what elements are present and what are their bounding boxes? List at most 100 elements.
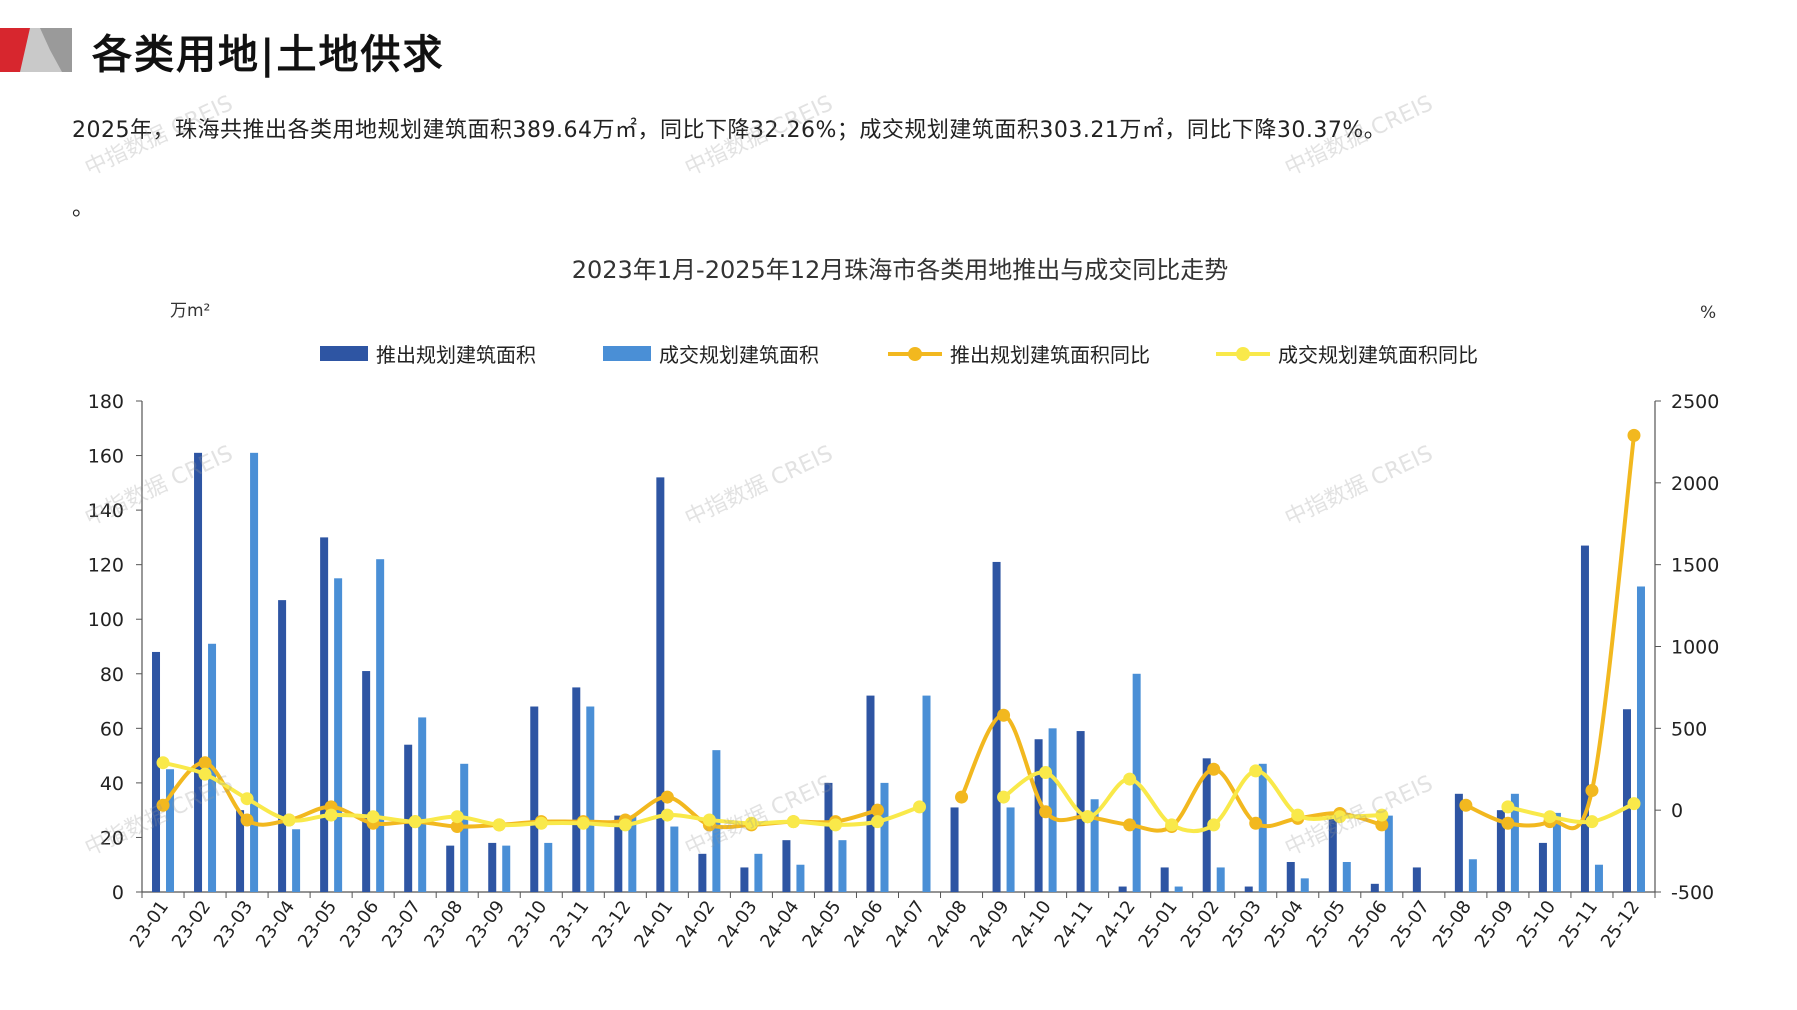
bar	[1034, 739, 1043, 892]
y-tick-label: 80	[100, 664, 124, 686]
line-point	[870, 815, 884, 829]
line-point	[366, 810, 380, 824]
line-point	[198, 767, 212, 781]
x-tick-label: 23-06	[336, 897, 383, 952]
x-tick-label: 23-02	[168, 897, 215, 952]
legend-label: 推出规划建筑面积	[376, 343, 536, 367]
line-point	[1627, 428, 1641, 442]
bar	[1118, 886, 1127, 892]
bar	[1286, 861, 1295, 892]
bar	[1216, 867, 1225, 892]
bar	[1594, 864, 1603, 892]
x-tick-label: 24-05	[798, 897, 845, 952]
line-point	[997, 708, 1011, 722]
y2-axis-label: %	[1700, 303, 1716, 323]
line-point	[198, 756, 212, 770]
y2-tick-label: 1500	[1671, 555, 1719, 577]
x-tick-label: 23-03	[210, 897, 257, 952]
y-tick-label: 120	[88, 555, 124, 577]
x-tick-label: 25-03	[1219, 897, 1266, 952]
bar	[166, 769, 175, 892]
bar	[572, 687, 581, 892]
line-point	[828, 818, 842, 832]
bar	[782, 840, 791, 892]
line-point	[1375, 818, 1389, 832]
bar	[194, 452, 203, 892]
x-tick-label: 25-08	[1429, 897, 1476, 952]
x-tick-label: 24-03	[714, 897, 761, 952]
bar	[502, 845, 511, 892]
x-tick-label: 24-06	[840, 897, 887, 952]
line-point	[744, 816, 758, 830]
line-point	[324, 808, 338, 822]
bar	[824, 782, 833, 892]
bar	[586, 706, 595, 892]
bar	[1160, 867, 1169, 892]
line-point	[618, 818, 632, 832]
x-tick-label: 24-09	[966, 897, 1013, 952]
y2-tick-label: 2000	[1671, 473, 1719, 495]
y2-tick-label: 0	[1671, 800, 1683, 822]
line-point	[450, 820, 464, 834]
x-tick-label: 24-01	[630, 897, 677, 952]
bar	[1510, 793, 1519, 892]
x-tick-label: 25-11	[1555, 897, 1602, 952]
y-tick-label: 140	[88, 500, 124, 522]
bar	[446, 845, 455, 892]
bar	[1342, 861, 1351, 892]
y2-tick-label: -500	[1671, 882, 1714, 904]
bar	[1048, 728, 1057, 892]
y-tick-label: 0	[112, 882, 124, 904]
bar	[488, 842, 497, 892]
x-tick-label: 23-05	[294, 897, 341, 952]
bar	[628, 815, 637, 892]
bar	[1006, 807, 1015, 892]
x-tick-label: 23-04	[252, 897, 299, 952]
line-point	[156, 798, 170, 812]
x-tick-label: 23-11	[546, 897, 593, 952]
y2-tick-label: 1000	[1671, 637, 1719, 659]
legend-label: 成交规划建筑面积	[659, 343, 819, 367]
bar	[1202, 758, 1211, 892]
bar	[404, 744, 413, 892]
y-tick-label: 160	[88, 446, 124, 468]
line-point	[660, 790, 674, 804]
line-point	[660, 808, 674, 822]
summary-dot: 。	[72, 196, 95, 221]
legend-swatch	[320, 346, 368, 361]
bar	[1538, 842, 1547, 892]
bar	[376, 559, 385, 892]
bar	[236, 810, 245, 892]
brand-logo	[0, 28, 80, 76]
y-tick-label: 180	[88, 391, 124, 413]
bar	[880, 782, 889, 892]
line-point	[1123, 772, 1137, 786]
line-point	[1333, 810, 1347, 824]
line-point	[408, 815, 422, 829]
x-tick-label: 23-12	[588, 897, 635, 952]
x-tick-label: 24-10	[1008, 897, 1055, 952]
x-tick-label: 24-08	[924, 897, 971, 952]
x-tick-label: 25-10	[1513, 897, 1560, 952]
y-tick-label: 60	[100, 718, 124, 740]
x-tick-label: 25-01	[1135, 897, 1182, 952]
line-point	[576, 816, 590, 830]
bar	[1328, 812, 1337, 892]
x-tick-label: 25-09	[1471, 897, 1518, 952]
line-point	[492, 818, 506, 832]
x-tick-label: 25-06	[1345, 897, 1392, 952]
x-tick-label: 25-05	[1303, 897, 1350, 952]
bar	[656, 477, 665, 892]
line-point	[240, 792, 254, 806]
x-tick-label: 23-01	[126, 897, 173, 952]
line-point	[1543, 810, 1557, 824]
line-point	[955, 790, 969, 804]
line-point	[1207, 818, 1221, 832]
bar	[740, 867, 749, 892]
line-point	[450, 810, 464, 824]
bar	[1552, 812, 1561, 892]
x-tick-label: 24-02	[672, 897, 719, 952]
y2-tick-label: 2500	[1671, 391, 1719, 413]
y-tick-label: 100	[88, 609, 124, 631]
